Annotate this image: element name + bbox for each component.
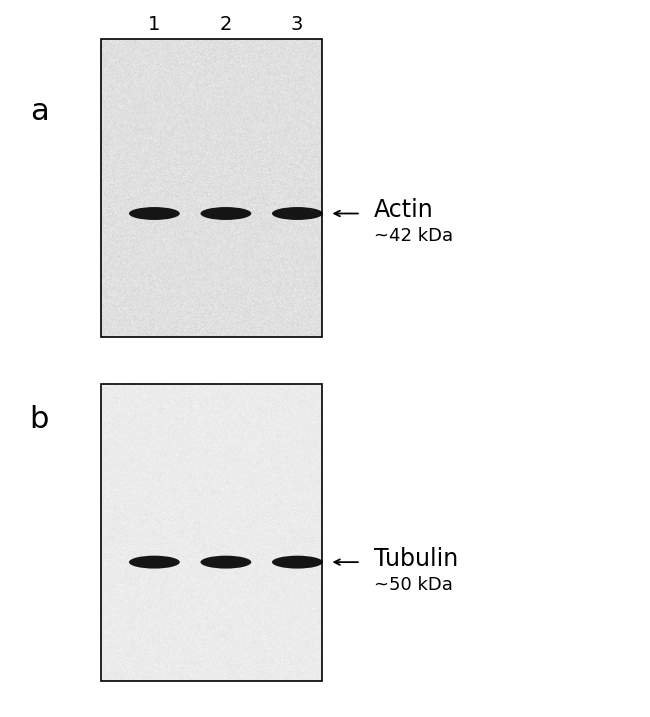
Ellipse shape — [200, 207, 252, 220]
Ellipse shape — [200, 556, 252, 569]
Ellipse shape — [272, 556, 323, 569]
Text: Actin: Actin — [374, 198, 434, 222]
Text: 3: 3 — [291, 15, 304, 34]
Text: ~42 kDa: ~42 kDa — [374, 227, 453, 245]
Text: ~50 kDa: ~50 kDa — [374, 576, 452, 594]
Ellipse shape — [272, 207, 323, 220]
Bar — [101, 384, 322, 681]
Ellipse shape — [129, 207, 180, 220]
Text: a: a — [30, 97, 48, 125]
Text: b: b — [29, 405, 49, 434]
Ellipse shape — [129, 556, 180, 569]
Text: 2: 2 — [219, 15, 232, 34]
Text: 1: 1 — [148, 15, 161, 34]
Bar — [101, 39, 322, 337]
Text: Tubulin: Tubulin — [374, 546, 458, 571]
